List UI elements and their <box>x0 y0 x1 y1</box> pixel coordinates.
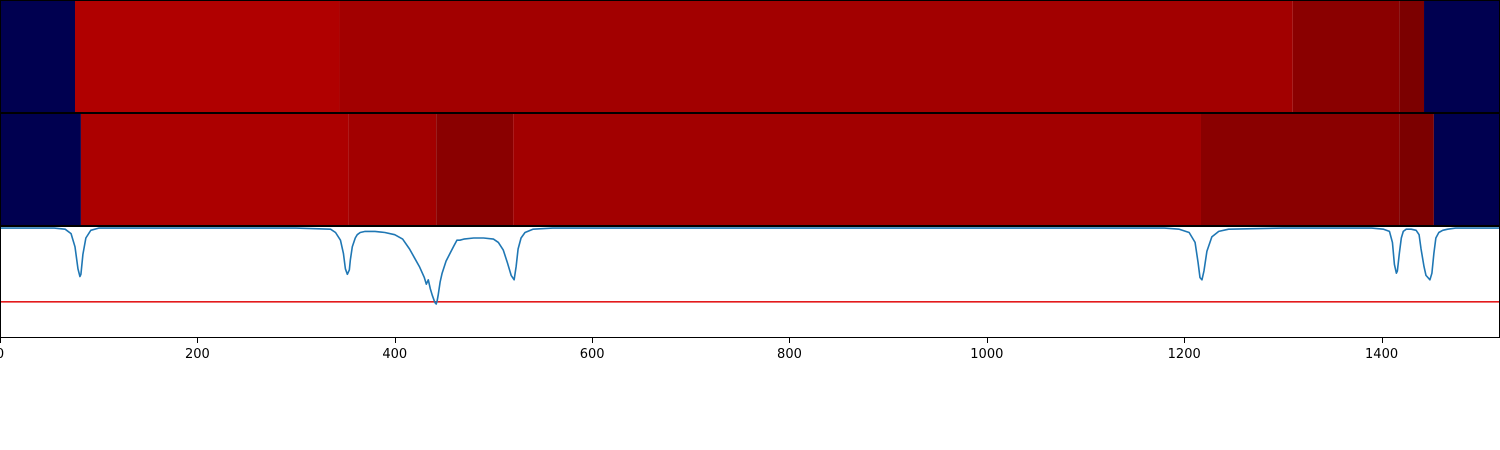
segment-band-top-segment-3 <box>1292 1 1400 112</box>
segment-band-bottom-segment-3 <box>436 114 514 225</box>
segment-band-top-segment-0 <box>0 1 75 112</box>
band-top-segments <box>0 1 1500 112</box>
x-axis: 0 200 400 600 800 1000 1200 1400 <box>0 338 1398 362</box>
segment-band-bottom-segment-2 <box>348 114 437 225</box>
x-tick-label-1400: 1400 <box>1365 347 1398 362</box>
signal-line <box>0 227 1500 305</box>
x-tick-label-600: 600 <box>580 347 605 362</box>
segment-band-bottom-segment-4 <box>513 114 1201 225</box>
x-tick-label-800: 800 <box>777 347 802 362</box>
segment-band-bottom-segment-1 <box>80 114 349 225</box>
segment-band-bottom-segment-6 <box>1399 114 1434 225</box>
segment-band-top-segment-1 <box>75 1 340 112</box>
band-bottom-segments <box>0 114 1500 225</box>
segment-band-bottom-segment-7 <box>1433 114 1500 225</box>
x-tick-label-1200: 1200 <box>1168 347 1201 362</box>
band-bottom <box>0 113 1500 226</box>
band-top <box>0 0 1500 113</box>
x-tick-label-400: 400 <box>382 347 407 362</box>
x-tick-label-1000: 1000 <box>970 347 1003 362</box>
signal-panel-background <box>0 226 1500 338</box>
segment-band-bottom-segment-5 <box>1200 114 1400 225</box>
segment-band-bottom-segment-0 <box>0 114 81 225</box>
segment-band-top-segment-4 <box>1399 1 1425 112</box>
x-tick-label-200: 200 <box>185 347 210 362</box>
x-tick-label-0: 0 <box>0 347 4 362</box>
segment-band-top-segment-5 <box>1424 1 1500 112</box>
signal-panel: 0 200 400 600 800 1000 1200 1400 <box>0 226 1500 362</box>
segment-band-top-segment-2 <box>339 1 1293 112</box>
